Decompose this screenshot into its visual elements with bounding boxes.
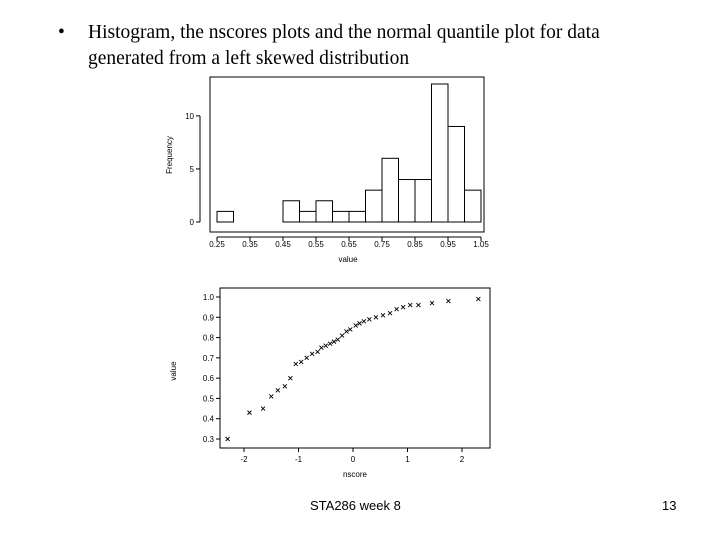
histogram-bar [299, 210, 317, 223]
scatter-point [247, 410, 252, 415]
scatter-x-tick-label: 0 [351, 455, 356, 464]
scatter-y-tick-label: 1.0 [203, 293, 215, 302]
slide-title-text: Histogram, the nscores plots and the nor… [88, 22, 600, 69]
scatter-point [319, 345, 324, 351]
histogram-x-tick-label: 0.25 [209, 240, 225, 249]
scatter-point [357, 321, 362, 326]
histogram-bar [414, 179, 432, 223]
histogram-x-tick-label: 0.35 [242, 240, 258, 249]
page-number: 13 [662, 498, 677, 513]
histogram-x-tick-label: 0.55 [308, 240, 324, 249]
histogram-y-tick-label: 0 [190, 218, 195, 227]
bullet-marker: • [58, 22, 65, 43]
scatter-y-tick-label: 0.3 [203, 435, 215, 444]
histogram-y-tick-label: 10 [185, 112, 194, 121]
scatter-point [446, 298, 451, 304]
scatter-point [373, 314, 379, 320]
histogram-chart: 0 5 10 Frequency 0.25 0.35 0.45 0.55 0.65 0.75 0.8… [165, 76, 489, 264]
histogram-bar [464, 189, 482, 223]
scatter-point [476, 296, 481, 302]
scatter-point [429, 300, 435, 306]
scatter-point [347, 327, 353, 332]
histogram-y-axis-label: Frequency [165, 136, 174, 174]
histogram-x-tick-label: 0.95 [440, 240, 456, 249]
slide-title: • Histogram, the nscores plots and the n… [58, 20, 678, 72]
scatter-point [331, 339, 337, 344]
histogram-bar [216, 210, 234, 223]
scatter-point [268, 394, 274, 399]
histogram-bar [365, 189, 383, 223]
scatter-point [387, 310, 393, 316]
histogram-x-tick-label: 1.05 [473, 240, 489, 249]
scatter-point [304, 355, 309, 361]
histogram-bar [315, 200, 333, 223]
scatter-point [361, 319, 367, 324]
scatter-point [327, 341, 333, 346]
histogram-bar [282, 200, 300, 223]
histogram-bar [431, 83, 449, 223]
histogram-x-tick-label: 0.65 [341, 240, 357, 249]
scatter-point [416, 302, 421, 308]
histogram-bar [447, 125, 465, 223]
histogram-x-axis-label: value [338, 255, 358, 264]
scatter-point [323, 343, 329, 349]
scatter-x-tick-label: 1 [405, 455, 410, 464]
histogram-bar [348, 210, 366, 223]
histogram-x-tick-label: 0.85 [407, 240, 423, 249]
scatter-x-tick-label: -1 [295, 455, 303, 464]
scatter-point [353, 323, 359, 328]
scatter-x-axis-label: nscore [343, 470, 368, 479]
scatter-point [298, 359, 304, 365]
scatter-point [394, 306, 399, 312]
scatter-point [275, 387, 281, 393]
histogram-bar [332, 210, 350, 223]
scatter-point [367, 316, 372, 322]
scatter-y-tick-label: 0.6 [203, 374, 215, 383]
scatter-y-tick-label: 0.7 [203, 354, 215, 363]
footer-course: STA286 week 8 [310, 498, 401, 513]
histogram-frame [209, 76, 485, 233]
nscore-scatter-chart: 0.3 0.4 0.5 0.6 0.7 0.8 0.9 1.0 value -2 -1 0 1 2 nsco… [169, 287, 491, 479]
scatter-point [309, 351, 315, 357]
histogram-bar [398, 179, 416, 223]
scatter-point [282, 383, 288, 389]
scatter-point [260, 406, 266, 411]
scatter-x-tick-label: -2 [240, 455, 248, 464]
scatter-frame [219, 287, 491, 449]
scatter-y-tick-label: 0.9 [203, 313, 215, 322]
scatter-y-axis-label: value [169, 361, 178, 381]
scatter-point [400, 304, 406, 310]
scatter-y-tick-label: 0.4 [203, 415, 215, 424]
scatter-point [315, 349, 320, 355]
scatter-x-tick-label: 2 [460, 455, 465, 464]
scatter-point [288, 375, 293, 381]
scatter-point [344, 329, 349, 334]
histogram-x-tick-label: 0.75 [374, 240, 390, 249]
scatter-point [339, 333, 345, 338]
scatter-point [407, 302, 413, 308]
scatter-point [335, 337, 341, 342]
scatter-point [293, 361, 299, 367]
histogram-x-tick-label: 0.45 [275, 240, 291, 249]
scatter-y-tick-label: 0.5 [203, 394, 215, 403]
scatter-point [225, 436, 230, 442]
histogram-bar [381, 157, 399, 223]
scatter-y-tick-label: 0.8 [203, 334, 215, 343]
histogram-y-tick-label: 5 [190, 165, 195, 174]
scatter-point [380, 312, 386, 318]
